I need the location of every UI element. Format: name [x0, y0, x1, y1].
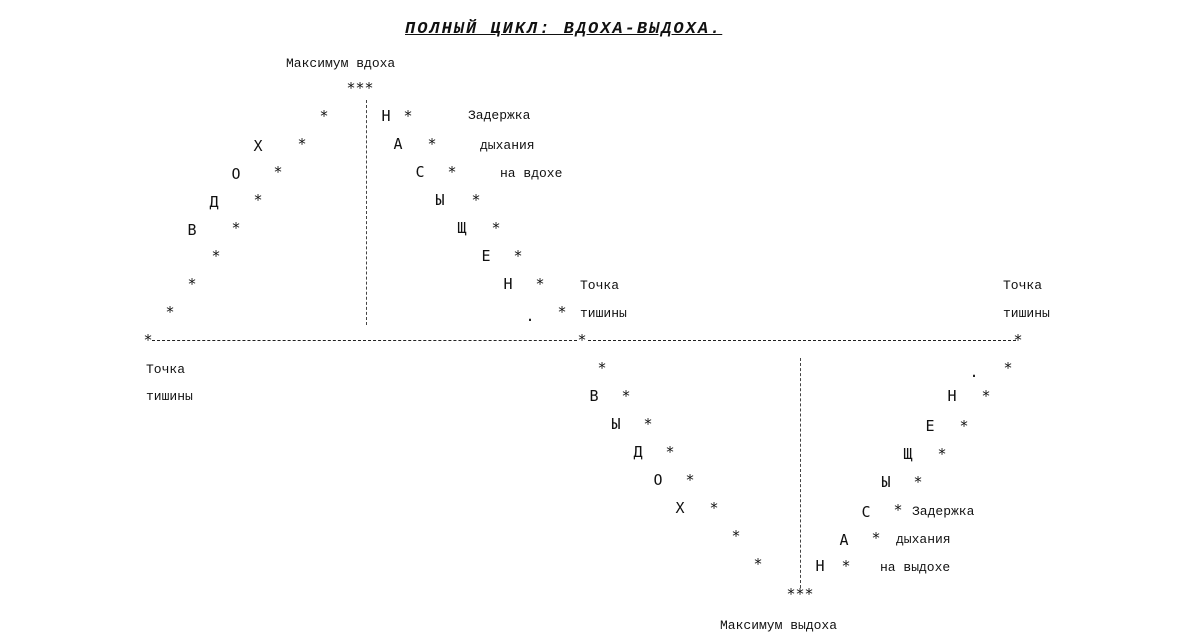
- emptying-word-letter-8: .: [969, 363, 979, 381]
- hold-inhale-label-line3: на вдохе: [500, 166, 563, 181]
- exhale-curve-star-7: *: [731, 527, 741, 545]
- inhale-word-letter-1: В: [187, 221, 197, 239]
- hold-exhale-label-line3: на выдохе: [880, 560, 951, 575]
- silence-label-left-line1: Точка: [146, 362, 186, 377]
- emptying-curve-star-5: *: [937, 445, 947, 463]
- emptying-word-letter-2: А: [839, 531, 849, 549]
- inhale-word-letter-4: Х: [253, 137, 263, 155]
- baseline-left: [152, 340, 577, 341]
- baseline-right: [588, 340, 1016, 341]
- emptying-curve-star-3: *: [893, 501, 903, 519]
- emptying-curve-star-2: *: [871, 529, 881, 547]
- midpoint-star: *: [577, 331, 587, 349]
- silence-label-mid-line2: тишины: [580, 306, 627, 321]
- inhale-curve-star-6: *: [273, 163, 283, 181]
- inhale-word-letter-2: Д: [209, 193, 219, 211]
- emptying-curve-star-4: *: [913, 473, 923, 491]
- holding-word-letter-4: Ы: [435, 191, 445, 209]
- emptying-word-letter-3: С: [861, 503, 871, 521]
- emptying-word-letter-7: Н: [947, 387, 957, 405]
- exhale-trough-divider: [800, 358, 801, 588]
- hold-curve-star-5: *: [491, 219, 501, 237]
- inhale-peak-divider: [366, 100, 367, 325]
- hold-curve-star-6: *: [513, 247, 523, 265]
- inhale-curve-star-3: *: [211, 247, 221, 265]
- max-inhale-label: Максимум вдоха: [286, 56, 396, 71]
- exhale-curve-star-6: *: [709, 499, 719, 517]
- silence-label-right-line2: тишины: [1003, 306, 1050, 321]
- end-star: *: [1013, 331, 1023, 349]
- emptying-curve-star-6: *: [959, 417, 969, 435]
- exhale-word-letter-4: О: [653, 471, 663, 489]
- exhale-word-letter-2: Ы: [611, 415, 621, 433]
- diagram-title: ПОЛНЫЙ ЦИКЛ: ВДОХА-ВЫДОХА.: [405, 20, 723, 39]
- hold-curve-star-2: *: [427, 135, 437, 153]
- hold-inhale-label-line2: дыхания: [480, 138, 535, 153]
- silence-label-mid-line1: Точка: [580, 278, 620, 293]
- exhale-curve-star-8: *: [753, 555, 763, 573]
- origin-star: *: [143, 331, 153, 349]
- inhale-curve-star-7: *: [297, 135, 307, 153]
- exhale-word-letter-5: Х: [675, 499, 685, 517]
- inhale-curve-star-2: *: [187, 275, 197, 293]
- hold-exhale-label-line1: Задержка: [912, 504, 975, 519]
- inhale-curve-star-5: *: [253, 191, 263, 209]
- holding-word-letter-2: А: [393, 135, 403, 153]
- hold-curve-star-7: *: [535, 275, 545, 293]
- hold-inhale-label-line1: Задержка: [468, 108, 531, 123]
- inhale-word-letter-3: О: [231, 165, 241, 183]
- holding-word-letter-5: Щ: [457, 219, 467, 237]
- holding-word-letter-8: .: [525, 307, 535, 325]
- hold-curve-star-3: *: [447, 163, 457, 181]
- holding-word-letter-7: Н: [503, 275, 513, 293]
- emptying-word-letter-6: Е: [925, 417, 935, 435]
- inhale-curve-star-1: *: [165, 303, 175, 321]
- exhale-trough-stars: ***: [786, 585, 814, 603]
- exhale-curve-star-5: *: [685, 471, 695, 489]
- inhale-curve-star-4: *: [231, 219, 241, 237]
- holding-word-letter-1: Н: [381, 107, 391, 125]
- holding-word-letter-6: Е: [481, 247, 491, 265]
- hold-curve-star-4: *: [471, 191, 481, 209]
- max-exhale-label: Максимум выдоха: [720, 618, 838, 633]
- emptying-word-letter-5: Щ: [903, 445, 913, 463]
- silence-label-right-line1: Точка: [1003, 278, 1043, 293]
- emptying-word-letter-4: Ы: [881, 473, 891, 491]
- exhale-word-letter-1: В: [589, 387, 599, 405]
- silence-label-left-line2: тишины: [146, 389, 193, 404]
- exhale-curve-star-1: *: [597, 359, 607, 377]
- holding-word-letter-3: С: [415, 163, 425, 181]
- exhale-curve-star-2: *: [621, 387, 631, 405]
- emptying-curve-star-8: *: [1003, 359, 1013, 377]
- hold-curve-star-1: *: [403, 107, 413, 125]
- hold-curve-star-8: *: [557, 303, 567, 321]
- exhale-curve-star-3: *: [643, 415, 653, 433]
- emptying-word-letter-1: Н: [815, 557, 825, 575]
- exhale-word-letter-3: Д: [633, 443, 643, 461]
- emptying-curve-star-1: *: [841, 557, 851, 575]
- hold-exhale-label-line2: дыхания: [896, 532, 951, 547]
- emptying-curve-star-7: *: [981, 387, 991, 405]
- inhale-curve-star-8: *: [319, 107, 329, 125]
- inhale-peak-stars: ***: [346, 79, 374, 97]
- exhale-curve-star-4: *: [665, 443, 675, 461]
